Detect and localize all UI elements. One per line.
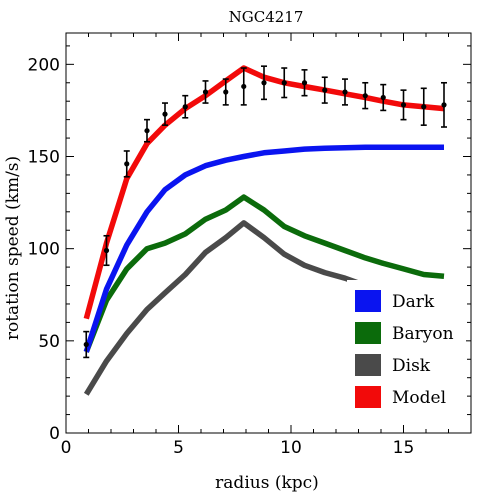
- data-point: [223, 89, 229, 95]
- data-point: [281, 80, 287, 86]
- y-tick-label: 0: [49, 424, 60, 444]
- series-line-baryon: [83, 194, 445, 353]
- data-point: [421, 104, 427, 110]
- data-point: [103, 247, 110, 254]
- legend-swatch-dark: [355, 290, 381, 312]
- chart-title: NGC4217: [229, 8, 304, 26]
- data-point: [83, 341, 89, 348]
- y-axis-title: rotation speed (km/s): [3, 156, 23, 340]
- series-line-dark: [83, 144, 444, 353]
- data-point: [202, 89, 209, 95]
- legend-label-disk: Disk: [392, 356, 431, 376]
- data-point: [322, 87, 328, 93]
- x-tick-label: 15: [393, 438, 415, 458]
- legend-label-dark: Dark: [392, 292, 435, 312]
- x-axis-title: radius (kpc): [215, 473, 319, 493]
- legend-label-baryon: Baryon: [392, 324, 454, 344]
- x-tick-label: 5: [173, 438, 184, 458]
- data-point: [400, 102, 407, 108]
- legend-label-model: Model: [392, 388, 446, 408]
- x-tick-label: 0: [61, 438, 72, 458]
- x-tick-label: 10: [280, 438, 302, 458]
- y-tick-label: 50: [38, 332, 60, 352]
- data-point: [380, 94, 386, 101]
- legend-swatch-disk: [355, 354, 381, 376]
- data-point: [241, 83, 247, 90]
- legend-swatch-baryon: [355, 322, 381, 344]
- data-point: [301, 80, 308, 86]
- data-point: [162, 111, 168, 117]
- y-tick-label: 100: [28, 240, 60, 260]
- data-point: [124, 161, 130, 167]
- y-tick-label: 150: [28, 148, 60, 168]
- data-point: [144, 128, 150, 134]
- data-point: [441, 102, 447, 108]
- y-tick-label: 200: [28, 55, 60, 75]
- legend: Dark Baryon Disk Model: [347, 280, 466, 416]
- data-point: [342, 89, 348, 95]
- legend-swatch-model: [355, 386, 381, 408]
- data-point: [182, 104, 188, 110]
- data-point: [261, 80, 267, 86]
- data-point: [362, 93, 368, 99]
